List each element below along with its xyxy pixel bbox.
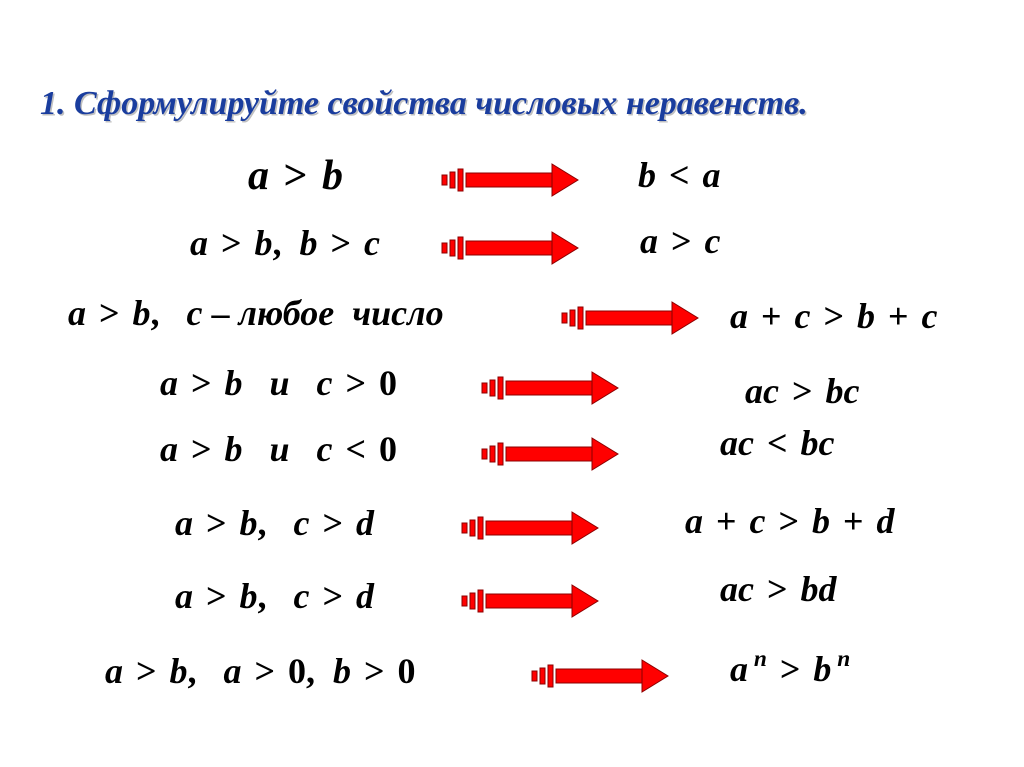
property-condition: a > b, c > d [175, 502, 374, 544]
page-title: 1. Сформулируйте свойства числовых нерав… [40, 85, 808, 123]
property-result: a n > b n [730, 648, 850, 690]
implies-arrow [480, 370, 620, 406]
property-condition: a > b [248, 152, 343, 200]
property-result: ac > bd [720, 568, 837, 610]
implies-arrow [460, 583, 600, 619]
property-result: a + c > b + c [730, 295, 938, 337]
implies-arrow [480, 436, 620, 472]
property-result: a > c [640, 220, 721, 262]
implies-arrow [460, 510, 600, 546]
property-result: b < a [638, 154, 721, 196]
property-condition: a > b, c – любое число [68, 292, 444, 334]
implies-arrow [530, 658, 670, 694]
property-condition: a > b, b > c [190, 222, 380, 264]
property-condition: a > b и c > 0 [160, 362, 397, 404]
property-result: a + c > b + d [685, 500, 895, 542]
implies-arrow [440, 162, 580, 198]
property-result: ac > bc [745, 370, 859, 412]
property-condition: a > b, a > 0, b > 0 [105, 650, 416, 692]
property-result: ac < bc [720, 422, 834, 464]
property-condition: a > b и c < 0 [160, 428, 397, 470]
implies-arrow [440, 230, 580, 266]
property-condition: a > b, c > d [175, 575, 374, 617]
implies-arrow [560, 300, 700, 336]
